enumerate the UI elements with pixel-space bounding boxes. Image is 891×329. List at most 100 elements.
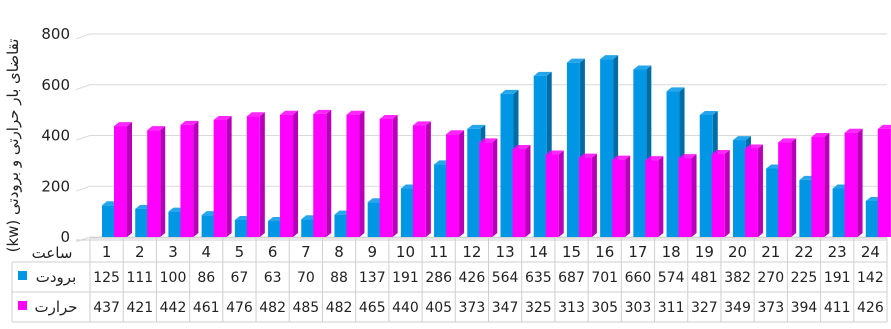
gridline-depth-2	[75, 135, 91, 141]
data-label-cooling-8: 88	[330, 270, 348, 286]
bar-cooling-12	[467, 128, 481, 237]
bar-heating-14-side	[558, 150, 564, 237]
y-axis-label: تقاضای بار حرارتی و برودتی (kw)	[4, 39, 22, 253]
data-label-cooling-14: 635	[525, 270, 552, 286]
bar-cooling-17-top	[633, 65, 652, 70]
category-label-10: 10	[396, 243, 415, 261]
data-label-cooling-16: 701	[591, 270, 618, 286]
bar-heating-18-side	[691, 154, 697, 237]
category-label-17: 17	[628, 243, 647, 261]
bar-heating-4	[213, 120, 227, 237]
data-label-heating-4: 461	[193, 300, 220, 316]
bar-cooling-18-top	[666, 87, 685, 92]
bar-cooling-11	[434, 164, 448, 237]
bar-heating-10-top	[412, 121, 431, 126]
bar-heating-1-top	[114, 122, 132, 127]
bar-heating-8-top	[346, 110, 365, 115]
gridline-depth-3	[75, 84, 91, 91]
bar-heating-7	[313, 113, 327, 237]
bar-heating-6	[280, 114, 294, 237]
bar-heating-3-top	[180, 120, 199, 125]
data-label-heating-12: 373	[459, 300, 486, 316]
data-label-cooling-9: 137	[359, 270, 386, 286]
gridline-depth-4	[75, 33, 91, 40]
data-label-heating-17: 303	[625, 300, 652, 316]
bar-heating-17-side	[658, 156, 664, 237]
data-label-cooling-10: 191	[392, 270, 419, 286]
bar-heating-18-top	[678, 154, 697, 159]
bar-heating-13	[512, 148, 526, 237]
bar-cooling-2	[135, 208, 149, 237]
category-label-24: 24	[861, 243, 880, 261]
category-label-18: 18	[662, 243, 681, 261]
data-label-cooling-18: 574	[658, 270, 685, 286]
bar-heating-12-top	[479, 138, 498, 143]
data-label-heating-11: 405	[425, 300, 452, 316]
data-label-heating-2: 421	[126, 300, 153, 316]
legend-key-heating	[18, 301, 27, 310]
ytick-label-0: 0	[60, 228, 70, 246]
data-label-cooling-24: 142	[857, 270, 884, 286]
bar-heating-3	[180, 124, 194, 237]
bar-heating-5-side	[259, 112, 265, 237]
bar-cooling-18	[666, 91, 680, 237]
bar-cooling-12-top	[467, 124, 486, 129]
legend-label-heating: حرارت	[34, 298, 77, 316]
bar-heating-2-top	[147, 126, 166, 131]
bar-heating-8	[346, 114, 360, 237]
category-label-12: 12	[462, 243, 481, 261]
bar-heating-22	[811, 137, 825, 237]
category-label-20: 20	[728, 243, 747, 261]
bar-cooling-14	[533, 75, 547, 238]
legend-key-cooling	[18, 271, 27, 280]
bar-heating-1	[114, 126, 127, 237]
bar-cooling-15	[566, 62, 580, 237]
bar-cooling-5	[234, 219, 248, 237]
data-label-cooling-11: 286	[425, 270, 452, 286]
bar-cooling-9	[367, 202, 381, 237]
bar-cooling-21	[766, 168, 780, 237]
bar-heating-14-top	[545, 150, 564, 155]
bar-heating-21-top	[778, 138, 797, 143]
bar-heating-24-top	[877, 124, 891, 129]
bar-heating-16-side	[625, 155, 631, 237]
data-label-cooling-2: 111	[126, 270, 153, 286]
category-label-15: 15	[562, 243, 581, 261]
data-label-cooling-6: 63	[264, 270, 282, 286]
bar-heating-24	[877, 128, 891, 237]
bar-heating-5	[246, 116, 260, 237]
bar-heating-17-top	[645, 156, 664, 161]
bar-heating-17	[645, 160, 659, 237]
data-label-heating-24: 426	[857, 300, 884, 316]
bar-cooling-13	[500, 93, 514, 237]
category-label-23: 23	[828, 243, 847, 261]
bar-heating-9	[379, 119, 393, 237]
ytick-label-2: 400	[41, 127, 70, 145]
category-label-3: 3	[168, 243, 178, 261]
bar-cooling-13-top	[500, 89, 519, 94]
bar-heating-6-top	[280, 110, 299, 115]
data-label-heating-18: 311	[658, 300, 685, 316]
gridline-depth-1	[75, 185, 91, 192]
bar-heating-9-top	[379, 115, 398, 120]
bar-heating-7-side	[326, 109, 332, 237]
category-label-6: 6	[268, 243, 278, 261]
category-label-5: 5	[235, 243, 245, 261]
bar-heating-2-side	[160, 126, 166, 237]
data-label-cooling-7: 70	[297, 270, 315, 286]
bar-heating-23-side	[857, 128, 863, 237]
category-label-2: 2	[135, 243, 145, 261]
data-label-heating-15: 313	[558, 300, 585, 316]
bar-cooling-20	[732, 140, 746, 237]
bar-heating-21-side	[791, 138, 797, 237]
bar-cooling-19-top	[699, 110, 718, 115]
data-label-cooling-23: 191	[824, 270, 851, 286]
data-label-heating-14: 325	[525, 300, 552, 316]
bar-heating-14	[545, 154, 559, 237]
category-label-13: 13	[496, 243, 515, 261]
bar-heating-6-side	[293, 110, 299, 237]
bar-heating-8-side	[359, 110, 365, 237]
ytick-label-3: 600	[41, 76, 70, 94]
